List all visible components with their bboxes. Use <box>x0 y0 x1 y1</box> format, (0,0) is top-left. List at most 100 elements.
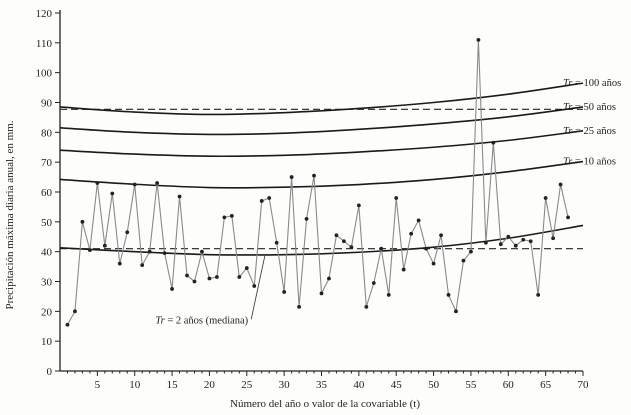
observed-point <box>185 273 189 278</box>
observed-point <box>566 215 570 220</box>
x-tick-label: 50 <box>428 379 440 391</box>
x-tick-label: 45 <box>391 379 403 391</box>
observed-point <box>371 281 376 285</box>
curve-label: Tr = 100 años <box>563 78 621 89</box>
x-tick-label: 70 <box>578 379 590 391</box>
observed-point <box>446 293 451 297</box>
observed-point <box>274 240 279 245</box>
y-axis: 0 10 20 30 40 50 60 70 80 90 100 110 120 <box>36 8 61 378</box>
observed-point <box>65 322 70 327</box>
observed-point <box>401 267 406 272</box>
y-tick-label: 80 <box>41 127 53 139</box>
observed-point <box>528 239 533 244</box>
observed-point <box>416 218 421 223</box>
observed-point <box>536 293 541 297</box>
y-tick-label: 40 <box>41 247 53 259</box>
y-tick-label: 20 <box>41 306 53 318</box>
observed-point <box>95 181 100 185</box>
observed-point <box>543 196 548 200</box>
x-tick-label: 55 <box>465 379 477 391</box>
x-tick-label: 30 <box>279 379 291 391</box>
y-axis-label: Precipitación máxima diaria anual, en mm… <box>4 120 16 309</box>
observed-point <box>222 215 227 220</box>
x-tick-label: 60 <box>503 379 515 391</box>
x-tick-label: 40 <box>353 379 365 391</box>
observed-point <box>506 234 511 239</box>
observed-point <box>379 246 384 251</box>
observed-point <box>342 239 346 244</box>
observed-point <box>312 173 316 178</box>
observed-point <box>102 243 107 248</box>
curve-label: Tr = 10 años <box>563 157 616 168</box>
observed-point <box>424 246 428 251</box>
return-period-curve <box>59 224 584 256</box>
observed-point <box>349 245 354 250</box>
observed-point <box>252 284 257 288</box>
curve-label: Tr = 25 años <box>563 126 616 137</box>
observed-point <box>244 266 249 270</box>
observed-point <box>551 236 556 241</box>
y-tick-label: 100 <box>36 68 53 80</box>
observed-point <box>558 182 563 187</box>
observed-point <box>117 261 122 266</box>
return-period-curve <box>59 160 584 189</box>
y-tick-label: 30 <box>41 277 53 289</box>
observed-point <box>170 287 174 291</box>
observed-point <box>192 279 197 284</box>
observed-point <box>110 191 115 196</box>
curve-labels: Tr = 100 años Tr = 50 años Tr = 25 años Tr … <box>155 78 621 326</box>
y-tick-label: 60 <box>41 187 53 199</box>
observed-point <box>140 263 145 267</box>
x-tick-label: 10 <box>129 379 141 391</box>
y-tick-label: 50 <box>41 217 53 229</box>
observed-point <box>386 293 391 297</box>
observed-point <box>394 196 399 200</box>
observed-point <box>409 231 414 236</box>
observed-point <box>431 261 436 266</box>
x-tick-label: 5 <box>95 379 101 391</box>
observed-point <box>297 304 301 309</box>
return-period-curves <box>59 82 584 256</box>
observed-point <box>215 275 219 279</box>
observed-series <box>65 37 570 327</box>
y-tick-label: 0 <box>47 366 53 378</box>
observed-point <box>439 233 443 238</box>
observed-point <box>267 196 272 200</box>
observed-point <box>155 181 160 185</box>
x-tick-label: 15 <box>167 379 179 391</box>
observed-point <box>80 219 85 224</box>
observed-point <box>207 276 212 281</box>
observed-point <box>498 242 503 247</box>
y-tick-label: 90 <box>41 98 53 110</box>
observed-point <box>237 275 242 279</box>
return-period-curve <box>59 82 584 116</box>
observed-point <box>289 175 294 179</box>
y-tick-label: 110 <box>36 38 53 50</box>
observed-point <box>229 213 234 218</box>
dashed-reference-lines <box>60 108 583 250</box>
x-tick-label: 25 <box>241 379 253 391</box>
observed-point <box>461 258 466 263</box>
observed-point <box>259 199 264 203</box>
observed-point <box>334 233 339 238</box>
observed-point <box>476 37 481 42</box>
observed-point <box>282 290 287 294</box>
x-tick-label: 65 <box>540 379 552 391</box>
observed-point <box>200 249 204 254</box>
observed-point <box>87 248 92 253</box>
observed-point <box>177 194 182 199</box>
observed-point <box>491 140 496 145</box>
observed-point <box>147 249 152 254</box>
y-tick-label: 10 <box>41 336 53 348</box>
observed-point <box>513 243 518 248</box>
observed-point <box>469 249 473 254</box>
x-tick-label: 35 <box>316 379 328 391</box>
observed-point <box>483 240 488 245</box>
annotation-leader <box>250 254 266 320</box>
curve-label: Tr = 50 años <box>563 102 616 113</box>
observed-point <box>364 304 369 309</box>
observed-point <box>327 276 331 281</box>
return-period-curve <box>59 130 584 158</box>
y-tick-label: 70 <box>41 157 53 169</box>
return-period-curve <box>59 106 584 136</box>
